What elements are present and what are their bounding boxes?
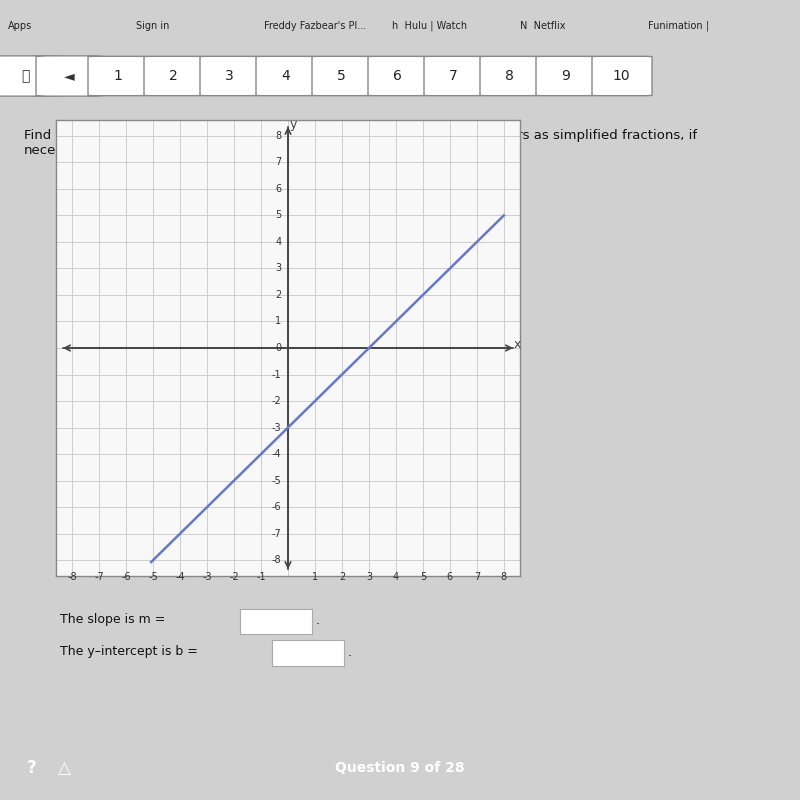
FancyBboxPatch shape [368, 56, 428, 96]
Text: 6: 6 [446, 572, 453, 582]
Text: Freddy Fazbear's Pl...: Freddy Fazbear's Pl... [264, 21, 366, 31]
Text: 2: 2 [339, 572, 345, 582]
Text: y: y [290, 118, 297, 131]
Text: h  Hulu | Watch: h Hulu | Watch [392, 21, 467, 31]
FancyBboxPatch shape [200, 56, 260, 96]
Text: -8: -8 [272, 555, 282, 565]
FancyBboxPatch shape [144, 56, 204, 96]
FancyBboxPatch shape [256, 56, 316, 96]
FancyBboxPatch shape [536, 56, 596, 96]
Text: Funimation |: Funimation | [648, 21, 709, 31]
Text: -7: -7 [271, 529, 282, 538]
Text: -4: -4 [175, 572, 185, 582]
Text: 3: 3 [366, 572, 372, 582]
Text: .: . [348, 646, 352, 658]
Text: -1: -1 [272, 370, 282, 379]
Text: 5: 5 [420, 572, 426, 582]
Text: 7: 7 [275, 158, 282, 167]
Text: -4: -4 [272, 449, 282, 459]
Text: -5: -5 [148, 572, 158, 582]
FancyBboxPatch shape [592, 56, 652, 96]
FancyBboxPatch shape [480, 56, 540, 96]
Text: Apps: Apps [8, 21, 32, 31]
Text: 7: 7 [450, 69, 458, 83]
Text: 8: 8 [505, 69, 514, 83]
Text: -2: -2 [229, 572, 239, 582]
Text: -3: -3 [272, 422, 282, 433]
Text: 4: 4 [282, 69, 290, 83]
Text: x: x [514, 338, 521, 350]
Text: 3: 3 [275, 263, 282, 274]
Text: -2: -2 [271, 396, 282, 406]
Text: -3: -3 [202, 572, 212, 582]
Text: 0: 0 [275, 343, 282, 353]
Text: N  Netflix: N Netflix [520, 21, 566, 31]
Text: 1: 1 [312, 572, 318, 582]
Text: Question 9 of 28: Question 9 of 28 [335, 761, 465, 775]
Text: 4: 4 [393, 572, 399, 582]
Text: 2: 2 [275, 290, 282, 300]
Text: 2: 2 [170, 69, 178, 83]
Text: ⏪: ⏪ [22, 69, 30, 83]
Text: -1: -1 [256, 572, 266, 582]
Text: 6: 6 [275, 184, 282, 194]
Text: ◄: ◄ [64, 69, 75, 83]
Text: 10: 10 [613, 69, 630, 83]
Text: -7: -7 [94, 572, 104, 582]
Text: -8: -8 [67, 572, 77, 582]
Text: 1: 1 [275, 317, 282, 326]
Text: ?: ? [27, 759, 37, 777]
Text: .: . [316, 614, 320, 626]
Text: The slope is m =: The slope is m = [60, 614, 166, 626]
Text: 3: 3 [226, 69, 234, 83]
Text: -5: -5 [271, 475, 282, 486]
FancyBboxPatch shape [424, 56, 484, 96]
Text: 7: 7 [474, 572, 480, 582]
Text: 6: 6 [393, 69, 402, 83]
Text: 9: 9 [561, 69, 570, 83]
Text: 4: 4 [275, 237, 282, 247]
FancyBboxPatch shape [312, 56, 372, 96]
Text: -6: -6 [272, 502, 282, 512]
Text: Sign in: Sign in [136, 21, 170, 31]
FancyBboxPatch shape [0, 56, 60, 96]
Text: Find the slope and y–intercept of the line in the graph. Express the answers as : Find the slope and y–intercept of the li… [24, 130, 697, 158]
Text: △: △ [58, 759, 70, 777]
Text: 5: 5 [338, 69, 346, 83]
FancyBboxPatch shape [88, 56, 148, 96]
Text: -6: -6 [122, 572, 131, 582]
Text: 1: 1 [113, 69, 122, 83]
Text: 8: 8 [275, 131, 282, 141]
Text: The y–intercept is b =: The y–intercept is b = [60, 646, 198, 658]
Text: 8: 8 [501, 572, 507, 582]
Text: 5: 5 [275, 210, 282, 221]
FancyBboxPatch shape [36, 56, 104, 96]
